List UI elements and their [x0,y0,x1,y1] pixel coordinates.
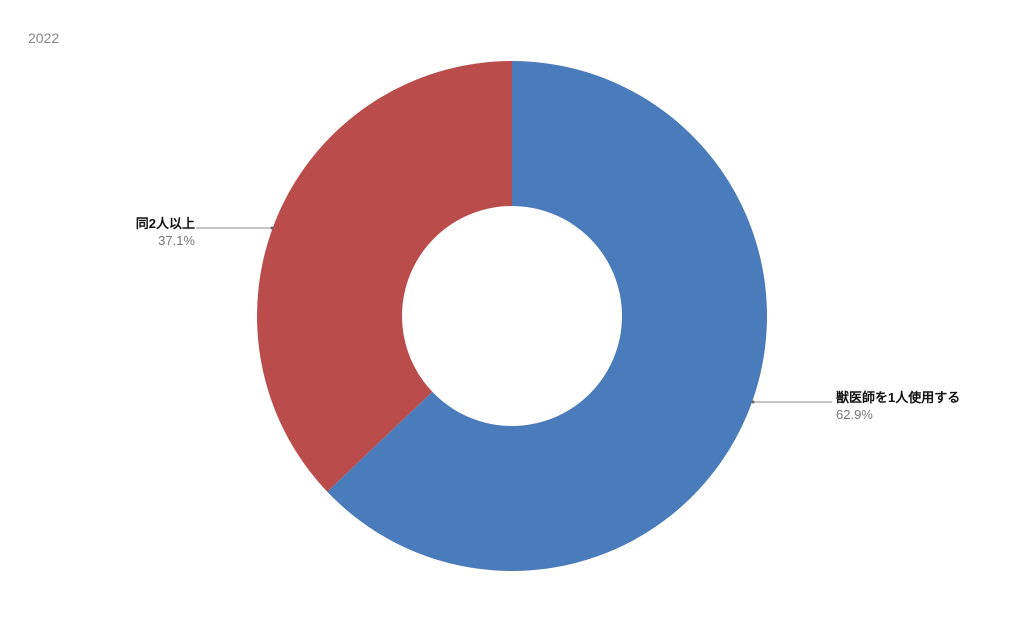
slice-percent: 62.9% [836,407,960,422]
callout-slice-1: 同2人以上 37.1% [65,213,195,248]
slice-label: 同2人以上 [65,213,195,232]
slice-percent: 37.1% [65,233,195,248]
leader-dot [271,227,274,230]
callout-slice-0: 獣医師を1人使用する 62.9% [836,387,960,422]
donut-chart: 獣医師を1人使用する 62.9% 同2人以上 37.1% [0,0,1024,632]
leader-dot [752,401,755,404]
donut-svg [0,0,1024,632]
slice-label: 獣医師を1人使用する [836,387,960,406]
